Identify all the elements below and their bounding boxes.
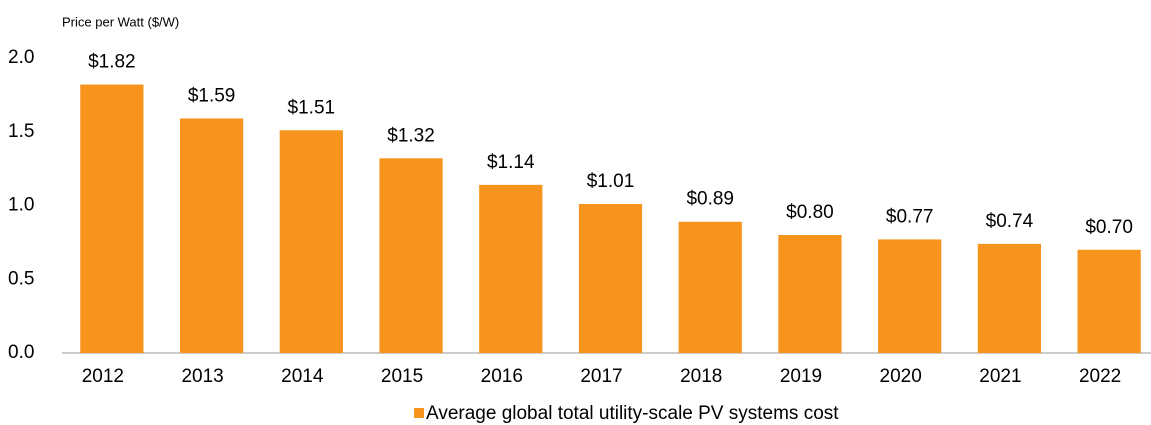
value-label: $0.77 — [886, 206, 934, 227]
bar — [80, 84, 144, 354]
x-tick-label: 2020 — [880, 366, 922, 387]
x-tick-label: 2019 — [780, 366, 822, 387]
x-tick-label: 2018 — [680, 366, 722, 387]
x-tick-label: 2016 — [481, 366, 523, 387]
x-tick-label: 2013 — [181, 366, 223, 387]
y-tick-label: 2.0 — [8, 47, 34, 68]
bar — [578, 204, 643, 353]
value-label: $1.14 — [487, 152, 535, 173]
value-label: $1.59 — [188, 85, 236, 106]
value-label: $1.51 — [288, 97, 336, 118]
bar — [279, 130, 343, 353]
y-tick-label: 0.5 — [8, 268, 34, 289]
y-axis-label: Price per Watt ($/W) — [62, 14, 179, 29]
legend-label: Average global total utility-scale PV sy… — [426, 403, 839, 424]
x-tick-label: 2014 — [281, 366, 324, 387]
bar — [878, 239, 942, 353]
value-label: $1.82 — [88, 52, 136, 73]
x-tick-label: 2021 — [979, 366, 1021, 387]
x-tick-label: 2015 — [381, 366, 423, 387]
bar — [179, 118, 244, 353]
x-tick-label: 2022 — [1079, 366, 1121, 387]
bar — [379, 158, 443, 353]
bar — [977, 243, 1042, 353]
value-label: $0.89 — [686, 189, 734, 210]
bar — [1077, 249, 1141, 353]
bar — [479, 184, 543, 353]
y-tick-label: 1.5 — [8, 121, 34, 142]
bar — [678, 221, 742, 353]
value-label: $1.01 — [587, 171, 635, 192]
x-tick-label: 2017 — [580, 366, 622, 387]
value-label: $0.70 — [1085, 217, 1133, 238]
y-tick-label: 0.0 — [8, 342, 34, 363]
bar — [778, 235, 842, 353]
value-label: $1.32 — [387, 125, 435, 146]
legend-swatch — [414, 408, 424, 418]
value-label: $0.74 — [986, 211, 1034, 232]
x-tick-label: 2012 — [82, 366, 124, 387]
y-tick-label: 1.0 — [8, 195, 34, 216]
value-label: $0.80 — [786, 202, 834, 223]
